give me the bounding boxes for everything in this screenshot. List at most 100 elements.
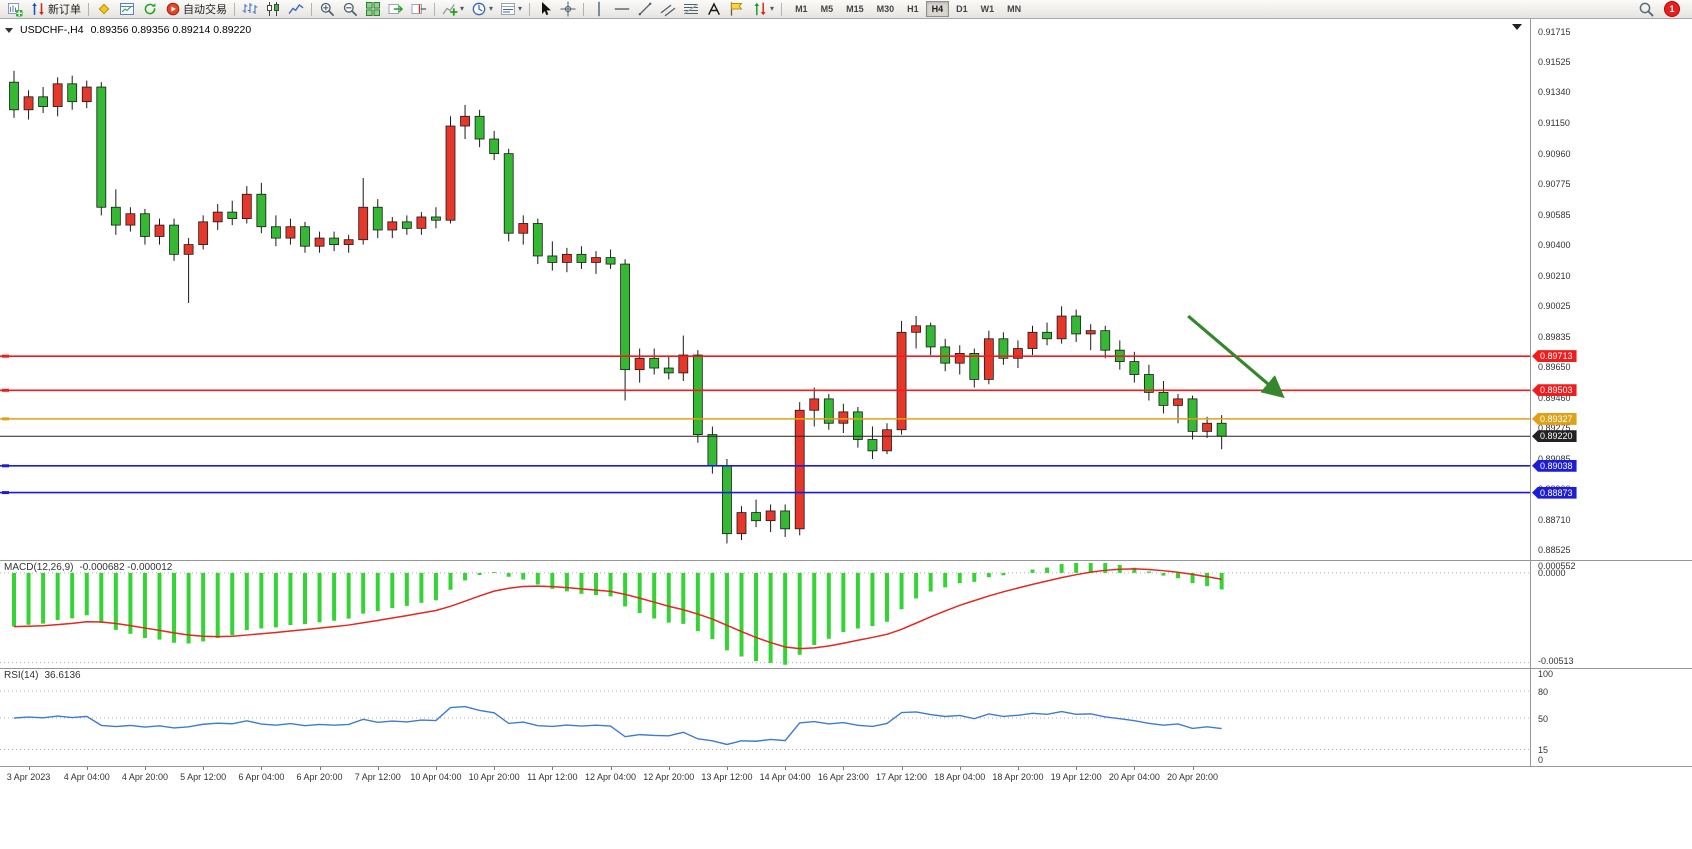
crosshair-button[interactable]: [557, 0, 579, 19]
indicators-button[interactable]: ▾: [439, 0, 467, 19]
bar-chart-button[interactable]: [239, 0, 261, 19]
text-label-button[interactable]: [726, 0, 748, 19]
price-tick-label: 0.91715: [1538, 26, 1571, 37]
macd-canvas[interactable]: [0, 560, 1530, 668]
price-axis[interactable]: 0.91715 0.91525 0.91340 0.91150 0.90960 0.907…: [1530, 19, 1692, 766]
toolbar-separator: [434, 2, 435, 16]
new-order-button[interactable]: 新订单: [27, 0, 84, 19]
vertical-line-button[interactable]: [588, 0, 610, 19]
time-tick: [494, 767, 496, 770]
timeframe-button-m15[interactable]: M15: [846, 4, 864, 14]
timeframe-button-h4[interactable]: H4: [925, 1, 950, 17]
templates-button[interactable]: ▾: [497, 0, 525, 19]
autotrading-button[interactable]: 自动交易: [162, 0, 230, 19]
candlestick-chart-button[interactable]: [262, 0, 284, 19]
time-label: 4 Apr 20:00: [121, 772, 168, 782]
zoom-in-button[interactable]: [316, 0, 338, 19]
periods-button[interactable]: ▾: [468, 0, 496, 19]
time-tick: [843, 767, 845, 770]
equidistant-channel-button[interactable]: [657, 0, 679, 19]
rsi-pane[interactable]: RSI(14) 36.6136: [0, 668, 1530, 766]
time-axis[interactable]: 3 Apr 2023 4 Apr 04:00 4 Apr 20:00 5 Apr 12…: [0, 766, 1692, 793]
time-tick: [726, 767, 728, 770]
autotrading-label: 自动交易: [183, 4, 227, 16]
timeframe-button-d1[interactable]: D1: [956, 4, 968, 14]
line-chart-icon: [288, 1, 304, 17]
horizontal-line-button[interactable]: [611, 0, 633, 19]
time-tick: [552, 767, 554, 770]
dropdown-arrow-icon: ▾: [489, 4, 494, 13]
rsi-axis-label: 0: [1538, 755, 1544, 765]
price-tick-label: 0.90960: [1538, 149, 1571, 160]
fibonacci-button[interactable]: [680, 0, 702, 19]
chart-shift-button[interactable]: [408, 0, 430, 19]
arrows-button[interactable]: ▾: [749, 0, 777, 19]
timeframe-button-m1[interactable]: M1: [795, 4, 808, 14]
rsi-axis-label: 100: [1538, 669, 1554, 679]
trendline-button[interactable]: [634, 0, 656, 19]
timeframe-toolbar: M1 M5 M15 M30 H1 H4 D1 W1 MN: [789, 1, 1027, 17]
price-level-tag[interactable]: 0.89038: [1532, 459, 1577, 472]
refresh-button[interactable]: [139, 0, 161, 19]
new-order-icon: [30, 1, 46, 17]
time-label: 5 Apr 12:00: [180, 772, 227, 782]
market-watch-button[interactable]: [116, 0, 138, 19]
timeframe-button-mn[interactable]: MN: [1007, 4, 1022, 14]
search-button[interactable]: [1635, 0, 1657, 19]
time-tick: [668, 767, 670, 770]
rsi-label: RSI(14) 36.6136: [4, 670, 81, 681]
timeframe-button-m30[interactable]: M30: [876, 4, 895, 14]
macd-axis-label: 0.0000: [1538, 568, 1566, 579]
refresh-icon: [142, 1, 158, 17]
current-price-tag[interactable]: 0.89220: [1532, 430, 1577, 443]
rsi-canvas[interactable]: [0, 668, 1530, 766]
timeframe-button-m5[interactable]: M5: [820, 4, 834, 14]
trend-arrow-object[interactable]: [1187, 314, 1285, 399]
time-tick: [1192, 767, 1194, 770]
cursor-button[interactable]: [534, 0, 556, 19]
time-tick: [86, 767, 88, 770]
price-tick-label: 0.90210: [1538, 270, 1571, 281]
price-level-tag[interactable]: 0.89327: [1532, 412, 1577, 425]
price-tick-label: 0.88525: [1538, 544, 1571, 555]
zoom-out-button[interactable]: [339, 0, 361, 19]
macd-pane[interactable]: MACD(12,26,9) -0.000682 -0.000012: [0, 560, 1530, 668]
chart-collapse-icon[interactable]: [5, 27, 13, 33]
price-level-tag[interactable]: 0.89503: [1532, 384, 1577, 397]
price-chart-canvas[interactable]: [0, 19, 1530, 560]
scale-marker-icon[interactable]: [1512, 24, 1522, 30]
new-chart-button[interactable]: [4, 0, 26, 19]
tile-windows-button[interactable]: [362, 0, 384, 19]
time-label: 6 Apr 20:00: [296, 772, 343, 782]
auto-scroll-icon: [388, 1, 404, 17]
price-level-tag[interactable]: 0.88873: [1532, 486, 1577, 499]
time-label: 7 Apr 12:00: [354, 772, 401, 782]
horizontal-line-icon: [614, 1, 630, 17]
main-chart-pane[interactable]: USDCHF-,H4 0.89356 0.89356 0.89214 0.892…: [0, 19, 1530, 560]
metaeditor-button[interactable]: [93, 0, 115, 19]
bar-chart-icon: [242, 1, 258, 17]
pane-separator[interactable]: [0, 560, 1692, 561]
macd-axis-label: -0.00513: [1538, 656, 1574, 666]
time-tick: [203, 767, 205, 770]
rsi-title: RSI(14): [4, 670, 39, 681]
price-level-tag[interactable]: 0.89713: [1532, 350, 1577, 363]
pane-separator[interactable]: [0, 668, 1692, 669]
dropdown-arrow-icon: ▾: [460, 4, 465, 13]
toolbar-separator: [781, 2, 783, 16]
line-chart-button[interactable]: [285, 0, 307, 19]
notification-badge[interactable]: 1: [1664, 1, 1680, 17]
time-label: 13 Apr 12:00: [701, 772, 753, 782]
text-button[interactable]: [703, 0, 725, 19]
price-tick-label: 0.89650: [1538, 361, 1571, 372]
equidistant-channel-icon: [660, 1, 676, 17]
timeframe-button-h1[interactable]: H1: [907, 4, 919, 14]
price-tick-label: 0.89460: [1538, 392, 1571, 403]
time-label: 12 Apr 04:00: [585, 772, 637, 782]
time-tick: [1017, 767, 1019, 770]
time-label: 3 Apr 2023: [6, 772, 51, 782]
auto-scroll-button[interactable]: [385, 0, 407, 19]
timeframe-button-w1[interactable]: W1: [980, 4, 995, 14]
price-tick-label: 0.90775: [1538, 179, 1571, 190]
